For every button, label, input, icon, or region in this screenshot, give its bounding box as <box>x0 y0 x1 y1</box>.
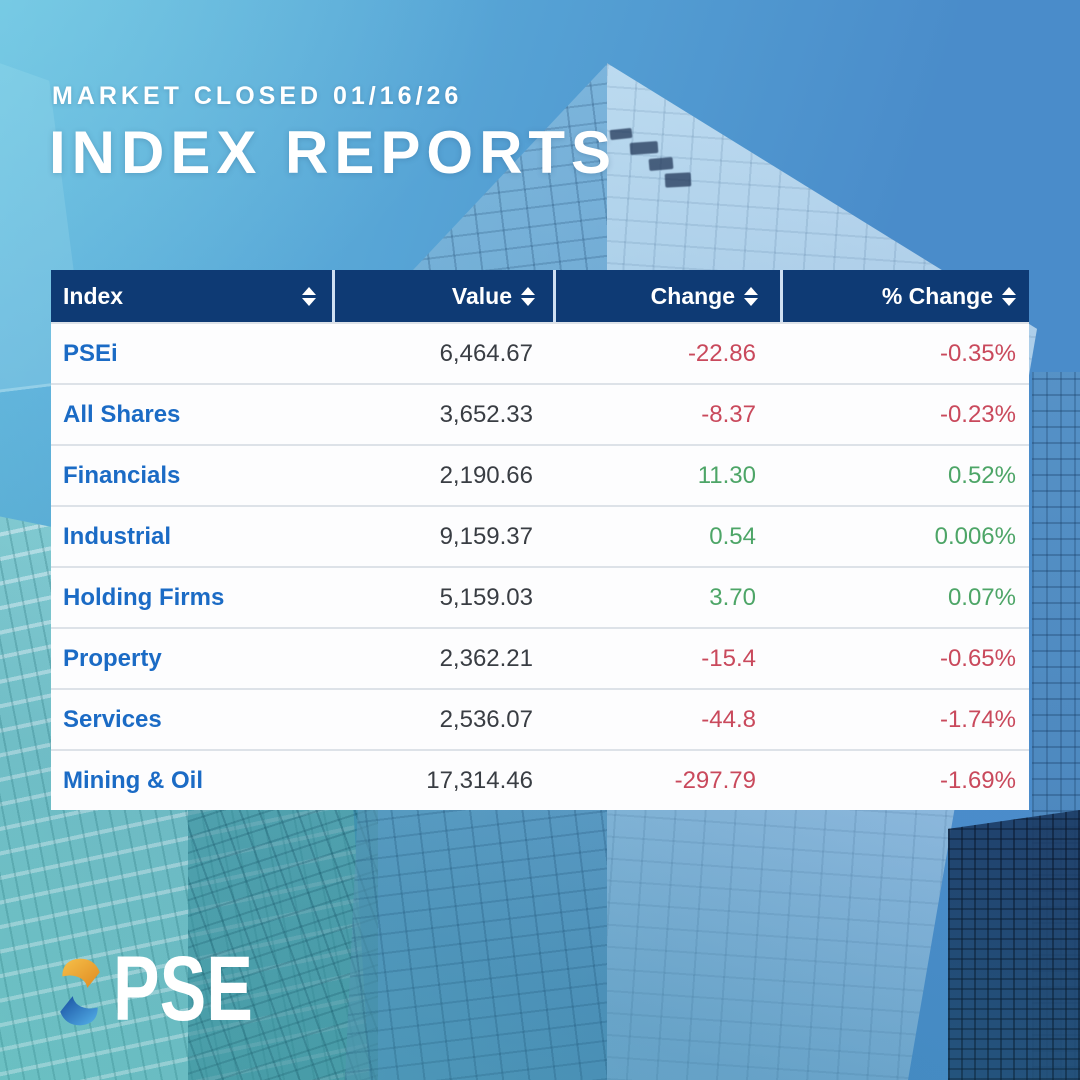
pse-logo-icon <box>60 958 100 1026</box>
pct-change-cell: -1.74% <box>939 705 1016 733</box>
index-name-link[interactable]: Property <box>63 644 162 672</box>
pse-logo: PSE <box>55 938 297 1040</box>
change-cell: -22.86 <box>687 339 756 367</box>
sort-arrows-icon[interactable] <box>302 286 316 306</box>
pse-logo-text: PSE <box>113 938 253 1040</box>
value-cell: 2,536.07 <box>439 705 533 733</box>
change-cell: -15.4 <box>701 644 756 672</box>
column-header-value[interactable]: Value <box>332 270 553 322</box>
table-row: Financials 2,190.66 11.30 0.52% <box>51 446 1029 505</box>
sort-arrows-icon[interactable] <box>1002 286 1016 306</box>
pct-change-cell: 0.07% <box>947 583 1016 611</box>
table-row: Holding Firms 5,159.03 3.70 0.07% <box>51 568 1029 627</box>
page-title: INDEX REPORTS <box>49 119 618 186</box>
value-cell: 5,159.03 <box>439 583 533 611</box>
table-header-row: Index Value Change % Change <box>51 270 1029 322</box>
sort-arrows-icon[interactable] <box>744 286 758 306</box>
value-cell: 17,314.46 <box>426 766 533 794</box>
index-name-link[interactable]: Industrial <box>63 522 172 550</box>
pct-change-cell: -0.23% <box>939 400 1016 428</box>
table-row: Services 2,536.07 -44.8 -1.74% <box>51 690 1029 749</box>
table-row: All Shares 3,652.33 -8.37 -0.23% <box>51 385 1029 444</box>
table-row: PSEi 6,464.67 -22.86 -0.35% <box>51 324 1029 383</box>
value-cell: 9,159.37 <box>439 522 533 550</box>
change-cell: 11.30 <box>697 461 756 489</box>
change-cell: 0.54 <box>709 522 756 550</box>
column-header-change[interactable]: Change <box>553 270 780 322</box>
index-name-link[interactable]: Mining & Oil <box>63 766 203 794</box>
change-cell: -44.8 <box>701 705 756 733</box>
column-label: Index <box>63 282 124 309</box>
value-cell: 2,190.66 <box>439 461 533 489</box>
column-label: Change <box>650 282 735 309</box>
market-status-text: MARKET CLOSED 01/16/26 <box>52 82 463 110</box>
index-name-link[interactable]: All Shares <box>63 400 181 428</box>
index-name-link[interactable]: Financials <box>63 461 181 489</box>
pct-change-cell: -0.65% <box>939 644 1016 672</box>
pct-change-cell: -1.69% <box>939 766 1016 794</box>
index-name-link[interactable]: Holding Firms <box>63 583 225 611</box>
skyscraper-bottom-right <box>948 810 1080 1080</box>
value-cell: 2,362.21 <box>439 644 533 672</box>
column-header-pct-change[interactable]: % Change <box>780 270 1029 322</box>
index-name-link[interactable]: Services <box>63 705 162 733</box>
index-table: Index Value Change % Change PSEi 6,464.6… <box>51 270 1029 810</box>
pct-change-cell: 0.006% <box>934 522 1016 550</box>
value-cell: 6,464.67 <box>439 339 533 367</box>
pct-change-cell: -0.35% <box>939 339 1016 367</box>
change-cell: -8.37 <box>701 400 756 428</box>
pct-change-cell: 0.52% <box>947 461 1016 489</box>
column-label: % Change <box>881 282 993 309</box>
table-row: Property 2,362.21 -15.4 -0.65% <box>51 629 1029 688</box>
sort-arrows-icon[interactable] <box>521 286 535 306</box>
column-header-index[interactable]: Index <box>51 270 332 322</box>
index-name-link[interactable]: PSEi <box>63 339 118 367</box>
table-row: Industrial 9,159.37 0.54 0.006% <box>51 507 1029 566</box>
table-body: PSEi 6,464.67 -22.86 -0.35% All Shares 3… <box>51 322 1029 810</box>
table-row: Mining & Oil 17,314.46 -297.79 -1.69% <box>51 751 1029 810</box>
column-label: Value <box>451 282 512 309</box>
change-cell: 3.70 <box>709 583 756 611</box>
value-cell: 3,652.33 <box>439 400 533 428</box>
change-cell: -297.79 <box>674 766 756 794</box>
